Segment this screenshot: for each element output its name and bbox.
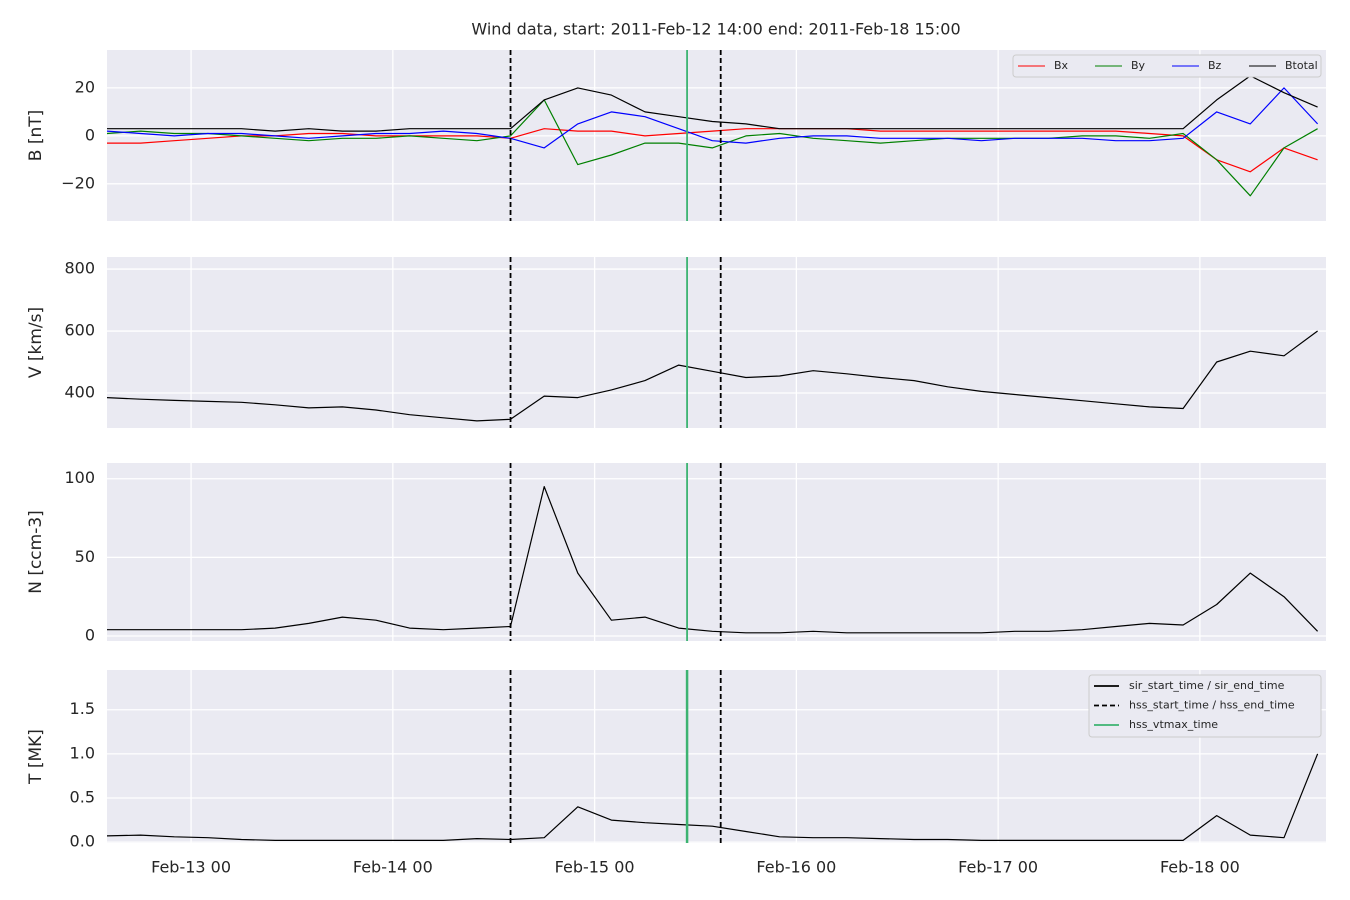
plot-area [107, 463, 1326, 641]
y-axis-label: N [ccm-3] [26, 510, 46, 594]
y-tick-label: 0.0 [70, 832, 95, 851]
legend-label: By [1131, 59, 1146, 72]
y-tick-label: 0 [85, 125, 95, 144]
x-tick-label: Feb-15 00 [555, 858, 635, 877]
y-axis-label: B [nT] [26, 110, 46, 162]
legend-label: Bz [1208, 59, 1222, 72]
data-line [107, 128, 1318, 173]
legend-label: hss_vtmax_time [1129, 718, 1218, 731]
y-tick-label: 0.5 [70, 787, 95, 806]
legend-label: hss_start_time / hss_end_time [1129, 699, 1295, 712]
legend-label: sir_start_time / sir_end_time [1129, 679, 1285, 692]
legend-box [1088, 674, 1322, 738]
y-tick-label: 800 [64, 259, 95, 278]
y-axis-label: V [km/s] [26, 307, 46, 378]
data-line [106, 753, 1319, 841]
y-tick-label: −20 [61, 173, 95, 192]
plot-area [107, 257, 1326, 428]
legend-label: Bx [1054, 59, 1069, 72]
legend-box [1012, 54, 1322, 78]
x-tick-label: Feb-13 00 [151, 858, 231, 877]
data-line [106, 99, 1318, 197]
x-tick-label: Feb-14 00 [353, 858, 433, 877]
chart-title: Wind data, start: 2011-Feb-12 14:00 end:… [471, 20, 960, 39]
data-line [107, 486, 1319, 634]
y-tick-label: 400 [64, 382, 95, 401]
legend: sir_start_time / sir_end_time hss_start_t… [1088, 674, 1322, 738]
data-line [107, 75, 1318, 132]
legend: Bx By Bz Btotal [1012, 54, 1322, 78]
data-line [106, 330, 1318, 422]
y-tick-label: 1.0 [70, 743, 95, 762]
legend-label: Btotal [1285, 59, 1318, 72]
y-tick-label: 50 [75, 547, 95, 566]
y-tick-label: 0 [85, 625, 95, 644]
y-tick-label: 100 [64, 468, 95, 487]
y-tick-label: 600 [64, 321, 95, 340]
y-tick-label: 1.5 [70, 699, 95, 718]
y-axis-label: T [MK] [26, 729, 46, 785]
x-tick-label: Feb-17 00 [958, 858, 1038, 877]
y-tick-label: 20 [75, 77, 95, 96]
x-tick-label: Feb-16 00 [756, 858, 836, 877]
data-line [106, 87, 1319, 149]
x-tick-label: Feb-18 00 [1160, 858, 1240, 877]
